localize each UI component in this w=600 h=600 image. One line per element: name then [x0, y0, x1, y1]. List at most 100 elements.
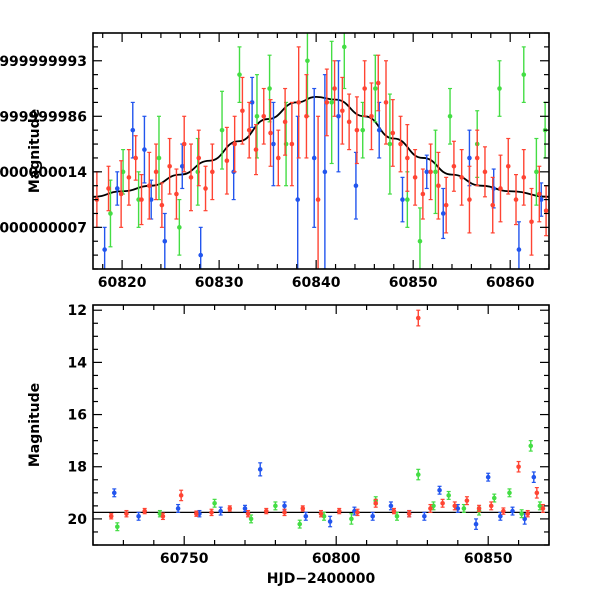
data-point [464, 496, 470, 506]
data-point [440, 498, 445, 508]
data-point [355, 508, 360, 517]
data-point [237, 46, 242, 104]
data-point [142, 507, 147, 515]
data-point [295, 115, 301, 269]
data-point [415, 309, 421, 327]
data-point [424, 154, 430, 190]
data-point [349, 513, 354, 525]
y-tick-label: 12 [68, 303, 87, 319]
data-point [240, 76, 245, 145]
data-point [118, 160, 124, 228]
data-point [297, 519, 303, 529]
data-point [276, 129, 281, 187]
data-point [257, 462, 263, 477]
y-tick-label: 14 [68, 355, 88, 371]
y-tick-label: 16 [68, 408, 87, 424]
data-point [498, 154, 503, 223]
y-tick-label: 19.8000000000000007 [0, 220, 87, 236]
data-point [188, 143, 194, 212]
data-point [415, 468, 421, 481]
data-point [324, 68, 330, 137]
data-point [300, 505, 306, 512]
data-point [282, 501, 287, 511]
data-point [498, 511, 503, 521]
data-point [126, 149, 132, 206]
data-point [179, 143, 185, 190]
data-point [354, 96, 360, 165]
data-point [329, 40, 334, 165]
y-tick-label: 20 [68, 512, 88, 528]
data-point [534, 487, 540, 499]
series-green [108, 33, 548, 269]
data-point [263, 507, 269, 515]
data-point [510, 506, 515, 516]
data-point [516, 460, 521, 473]
data-point [451, 140, 457, 192]
plot-frame [92, 304, 550, 546]
data-point [102, 226, 107, 269]
data-point [167, 137, 172, 195]
data-point [194, 510, 199, 517]
data-point [315, 115, 321, 269]
data-point [304, 74, 309, 159]
data-point [106, 165, 111, 212]
data-point [108, 513, 114, 520]
data-point [474, 129, 480, 187]
data-point [327, 515, 333, 528]
y-tick-label: 19.3999999999999986 [0, 109, 87, 125]
data-point [436, 151, 441, 220]
data-point [212, 498, 217, 508]
data-point [461, 503, 467, 513]
y-axis-title: Magnitude [27, 383, 43, 467]
data-point [390, 99, 396, 167]
series-blue [102, 60, 544, 269]
data-point [459, 149, 464, 206]
data-point [196, 129, 202, 187]
data-point [267, 54, 272, 123]
data-point [181, 115, 187, 173]
data-point [534, 137, 539, 206]
data-point [398, 115, 403, 173]
series-red [108, 309, 546, 521]
data-point [540, 503, 546, 513]
data-point [268, 99, 273, 167]
data-point [473, 518, 479, 530]
data-point [452, 501, 458, 511]
data-point [160, 512, 166, 521]
data-point [543, 185, 549, 237]
data-point [136, 511, 141, 521]
data-point [153, 143, 159, 201]
data-point [245, 509, 251, 518]
data-point [248, 514, 254, 524]
x-tick-label: 60840 [292, 275, 341, 291]
data-point [373, 54, 378, 123]
data-point [513, 174, 519, 226]
data-point [336, 60, 341, 173]
data-point [232, 115, 237, 173]
data-point [273, 501, 278, 511]
data-point [133, 135, 138, 181]
data-point [531, 471, 537, 483]
data-point [178, 489, 184, 502]
data-point [282, 87, 288, 156]
data-point [271, 101, 276, 187]
data-point [521, 46, 527, 104]
data-point [490, 176, 496, 234]
series-red [94, 46, 549, 269]
data-point [142, 115, 147, 184]
data-point [203, 165, 208, 212]
zoom-panel: 60820 60830 60840 60850 60860 19.199999999999… [0, 32, 550, 291]
data-point [437, 485, 442, 495]
x-tick-label: 60860 [486, 275, 535, 291]
data-point [341, 33, 347, 90]
data-point [388, 501, 394, 511]
data-point [346, 93, 352, 151]
data-point [420, 168, 426, 220]
data-point [261, 87, 267, 145]
data-point [525, 509, 531, 518]
series-blue [111, 462, 537, 530]
data-point [400, 176, 405, 223]
data-point [282, 508, 287, 517]
data-point [242, 504, 248, 513]
